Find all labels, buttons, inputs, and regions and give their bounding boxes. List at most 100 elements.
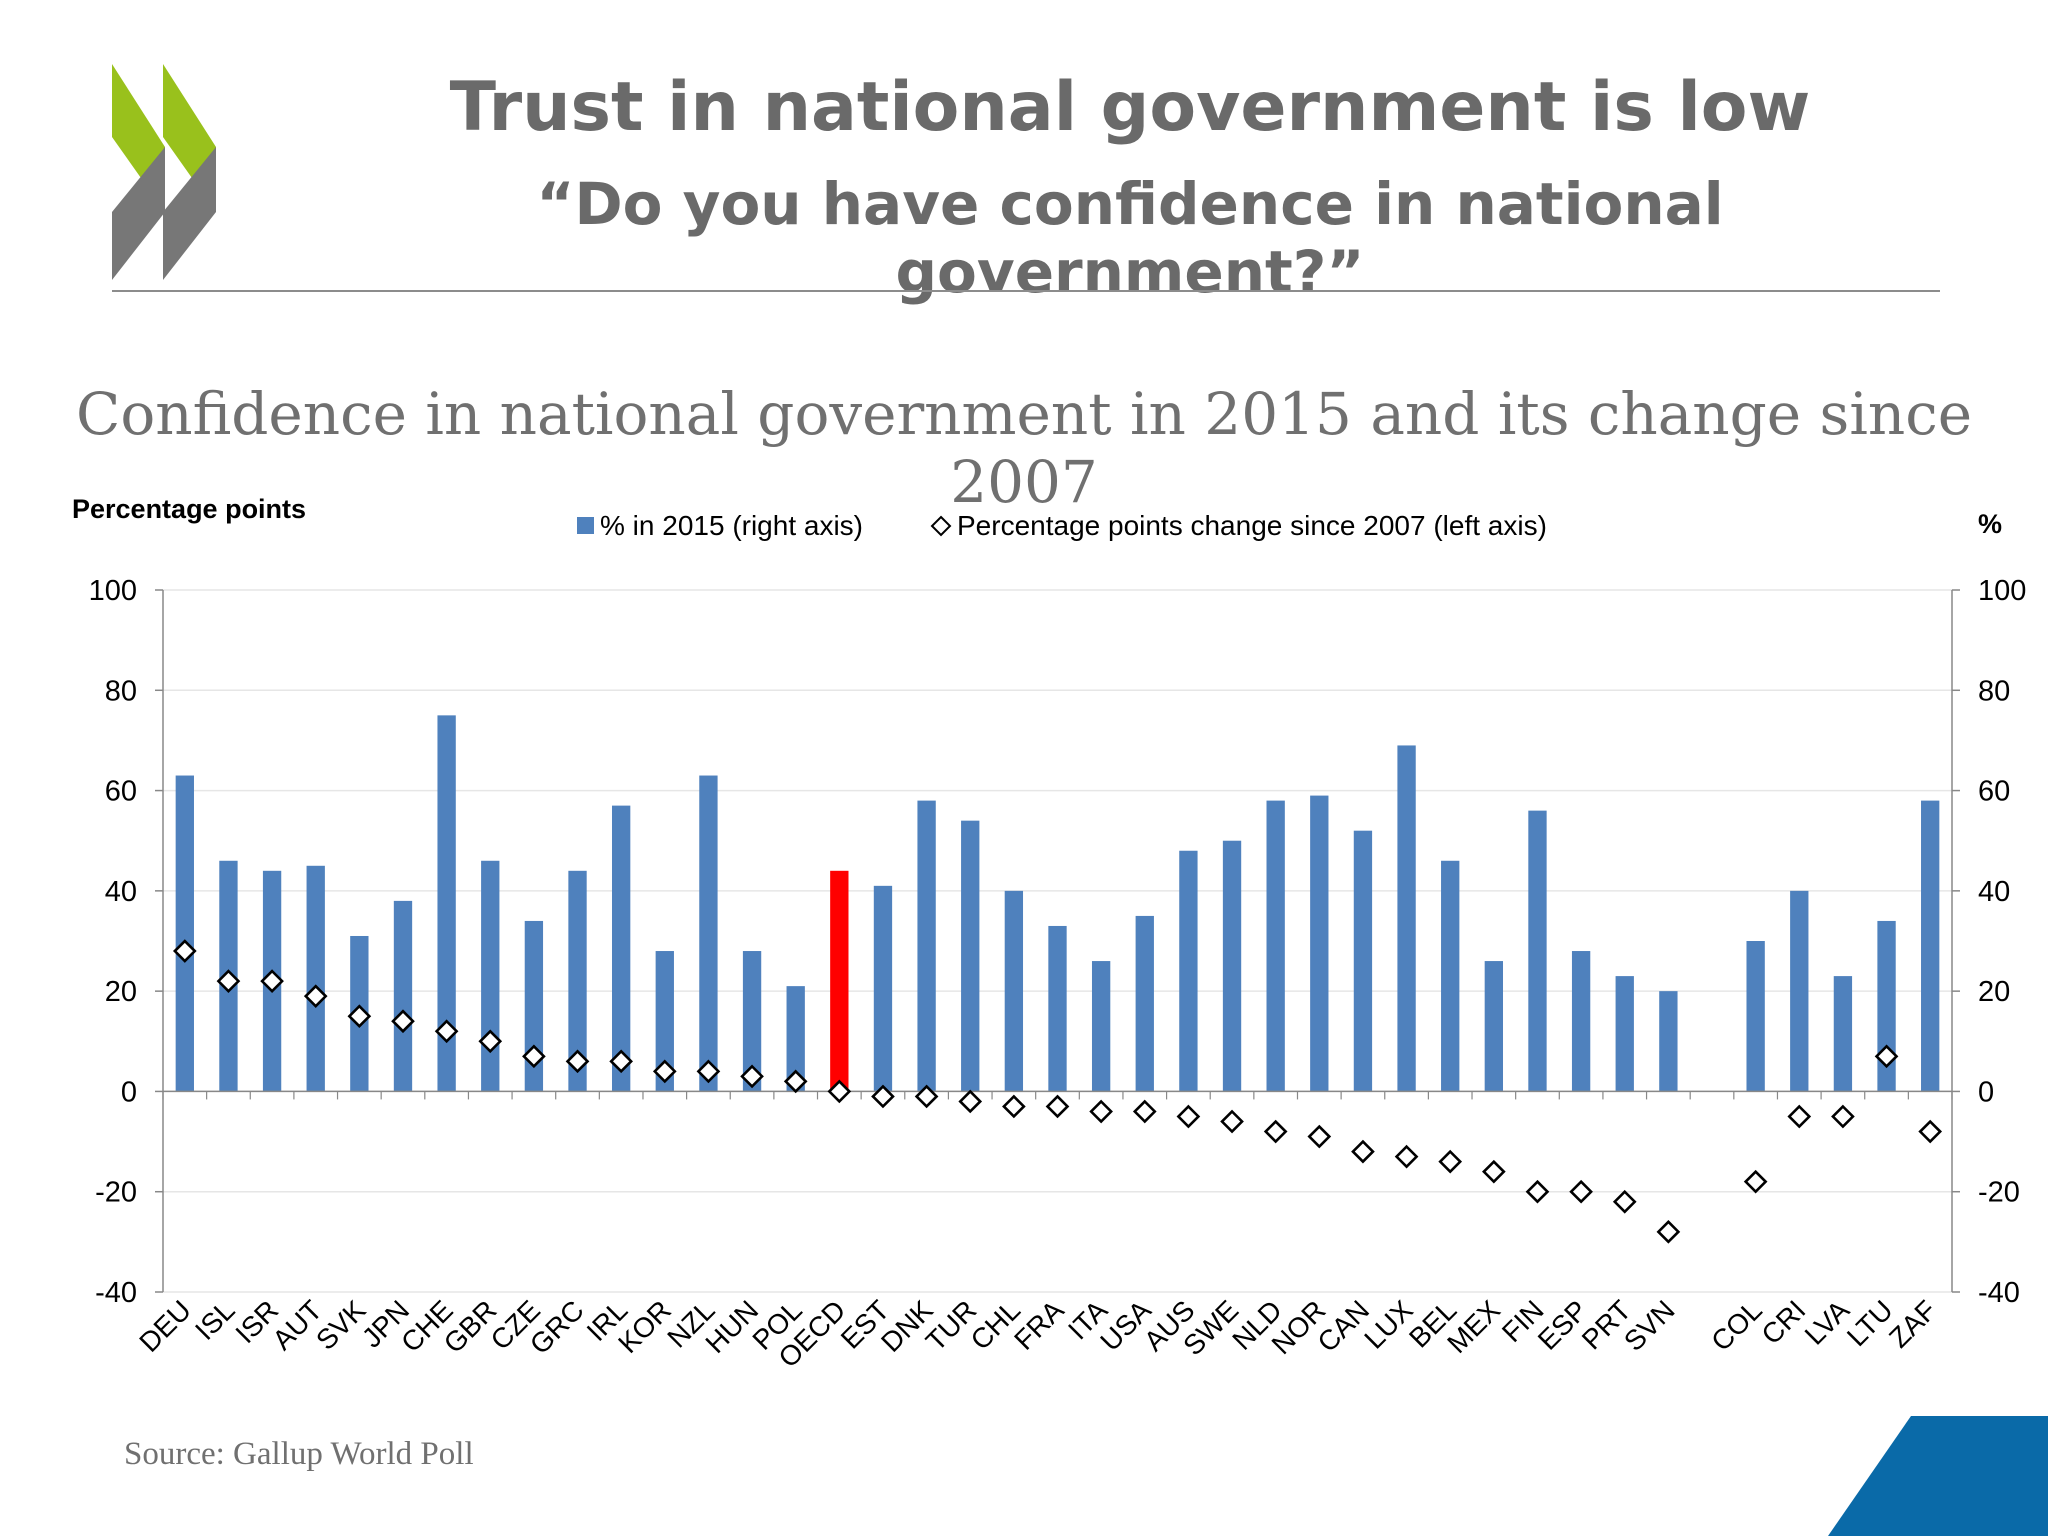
- category-label: CRI: [1755, 1294, 1811, 1350]
- bar-ltu: [1877, 920, 1896, 1092]
- marker-jpn: [391, 1009, 415, 1034]
- marker-mex: [1482, 1159, 1506, 1184]
- bar-lux: [1397, 745, 1416, 1092]
- marker-che: [434, 1019, 459, 1044]
- bar-jpn: [393, 900, 413, 1092]
- legend-bar-label: % in 2015 (right axis): [600, 510, 863, 541]
- chart-title: Confidence in national government in 201…: [75, 380, 1973, 516]
- page-subtitle: “Do you have confidence in national gove…: [536, 170, 1724, 306]
- marker-usa: [1132, 1099, 1157, 1124]
- bar-deu: [175, 775, 194, 1092]
- bar-oecd: [830, 870, 849, 1092]
- right-tick-label: 60: [1978, 776, 2010, 808]
- right-tick-label: -20: [1978, 1177, 2020, 1209]
- bar-lva: [1833, 976, 1853, 1092]
- marker-aut: [303, 984, 328, 1008]
- legend-marker-label: Percentage points change since 2007 (lef…: [957, 510, 1547, 541]
- bar-che: [437, 715, 456, 1092]
- left-tick-label: -40: [95, 1277, 137, 1309]
- legend: % in 2015 (right axis) Percentage points…: [577, 510, 1547, 541]
- bar-pol: [786, 986, 805, 1092]
- corner-decoration: [1828, 1416, 2048, 1536]
- marker-tur: [958, 1089, 983, 1114]
- right-tick-label: 20: [1978, 976, 2010, 1008]
- bar-ita: [1091, 961, 1111, 1092]
- marker-gbr: [478, 1029, 503, 1054]
- marker-cri: [1787, 1104, 1812, 1129]
- marker-isl: [216, 969, 241, 993]
- marker-nzl: [696, 1059, 721, 1084]
- bar-cze: [524, 920, 544, 1092]
- marker-esp: [1569, 1179, 1593, 1204]
- bar-prt: [1615, 976, 1634, 1092]
- marker-fin: [1525, 1179, 1550, 1204]
- category-label: LVA: [1799, 1294, 1856, 1351]
- bars: [175, 715, 1940, 1092]
- bar-dnk: [917, 800, 936, 1092]
- category-label: SVN: [1618, 1294, 1681, 1357]
- legend-marker-swatch: [930, 515, 952, 537]
- marker-lux: [1394, 1144, 1419, 1169]
- bar-bel: [1441, 860, 1460, 1092]
- bar-aus: [1179, 850, 1198, 1092]
- marker-nor: [1307, 1124, 1332, 1149]
- logo-chevron-grey-right: [163, 147, 216, 280]
- corner-blue-shape: [1828, 1416, 2048, 1536]
- bar-kor: [655, 951, 674, 1092]
- bar-fra: [1048, 925, 1067, 1092]
- bar-grc: [568, 870, 587, 1092]
- bar-esp: [1571, 951, 1591, 1092]
- header-divider: [112, 290, 1940, 292]
- marker-chl: [1002, 1094, 1026, 1119]
- bar-nzl: [699, 775, 718, 1092]
- page-title: Trust in national government is low: [449, 68, 1811, 147]
- left-axis-title: Percentage points: [72, 494, 306, 524]
- right-tick-label: -40: [1978, 1277, 2020, 1309]
- bar-est: [873, 885, 893, 1092]
- marker-lva: [1831, 1104, 1855, 1129]
- bar-zaf: [1921, 800, 1940, 1092]
- marker-can: [1351, 1139, 1375, 1164]
- bar-chl: [1004, 890, 1024, 1092]
- marker-zaf: [1918, 1119, 1943, 1144]
- logo-chevron-grey-left: [112, 147, 165, 280]
- marker-aus: [1176, 1104, 1201, 1129]
- bar-cri: [1790, 890, 1809, 1092]
- bar-irl: [611, 805, 631, 1092]
- marker-pol: [783, 1069, 808, 1094]
- bar-aut: [306, 865, 325, 1092]
- left-tick-label: 60: [105, 776, 137, 808]
- bar-fin: [1528, 810, 1547, 1092]
- right-axis-title: %: [1978, 509, 2002, 539]
- legend-bar-swatch: [577, 517, 594, 534]
- marker-swe: [1220, 1109, 1244, 1134]
- bar-nld: [1266, 800, 1285, 1092]
- bar-gbr: [481, 860, 500, 1092]
- bar-col: [1746, 941, 1765, 1092]
- marker-col: [1743, 1169, 1768, 1194]
- category-label: FRA: [1008, 1294, 1070, 1356]
- left-tick-label: 100: [89, 575, 137, 607]
- marker-bel: [1438, 1149, 1463, 1174]
- bar-tur: [961, 820, 980, 1092]
- bar-mex: [1484, 961, 1504, 1092]
- left-tick-label: 0: [121, 1076, 137, 1108]
- bar-hun: [742, 951, 762, 1092]
- marker-isr: [260, 969, 284, 993]
- right-tick-label: 80: [1978, 675, 2010, 707]
- oecd-logo: [112, 64, 216, 280]
- left-tick-label: 20: [105, 976, 137, 1008]
- category-label: DEU: [133, 1294, 197, 1358]
- marker-ita: [1089, 1099, 1113, 1124]
- category-label: ZAF: [1883, 1294, 1942, 1353]
- marker-est: [871, 1084, 895, 1109]
- marker-dnk: [914, 1084, 939, 1109]
- bar-can: [1353, 830, 1373, 1092]
- marker-kor: [652, 1059, 677, 1084]
- right-tick-label: 100: [1978, 575, 2026, 607]
- marker-fra: [1045, 1094, 1070, 1119]
- category-label: ISL: [189, 1294, 241, 1346]
- marker-svn: [1656, 1219, 1681, 1244]
- left-tick-label: 40: [105, 876, 137, 908]
- markers: [172, 939, 1943, 1244]
